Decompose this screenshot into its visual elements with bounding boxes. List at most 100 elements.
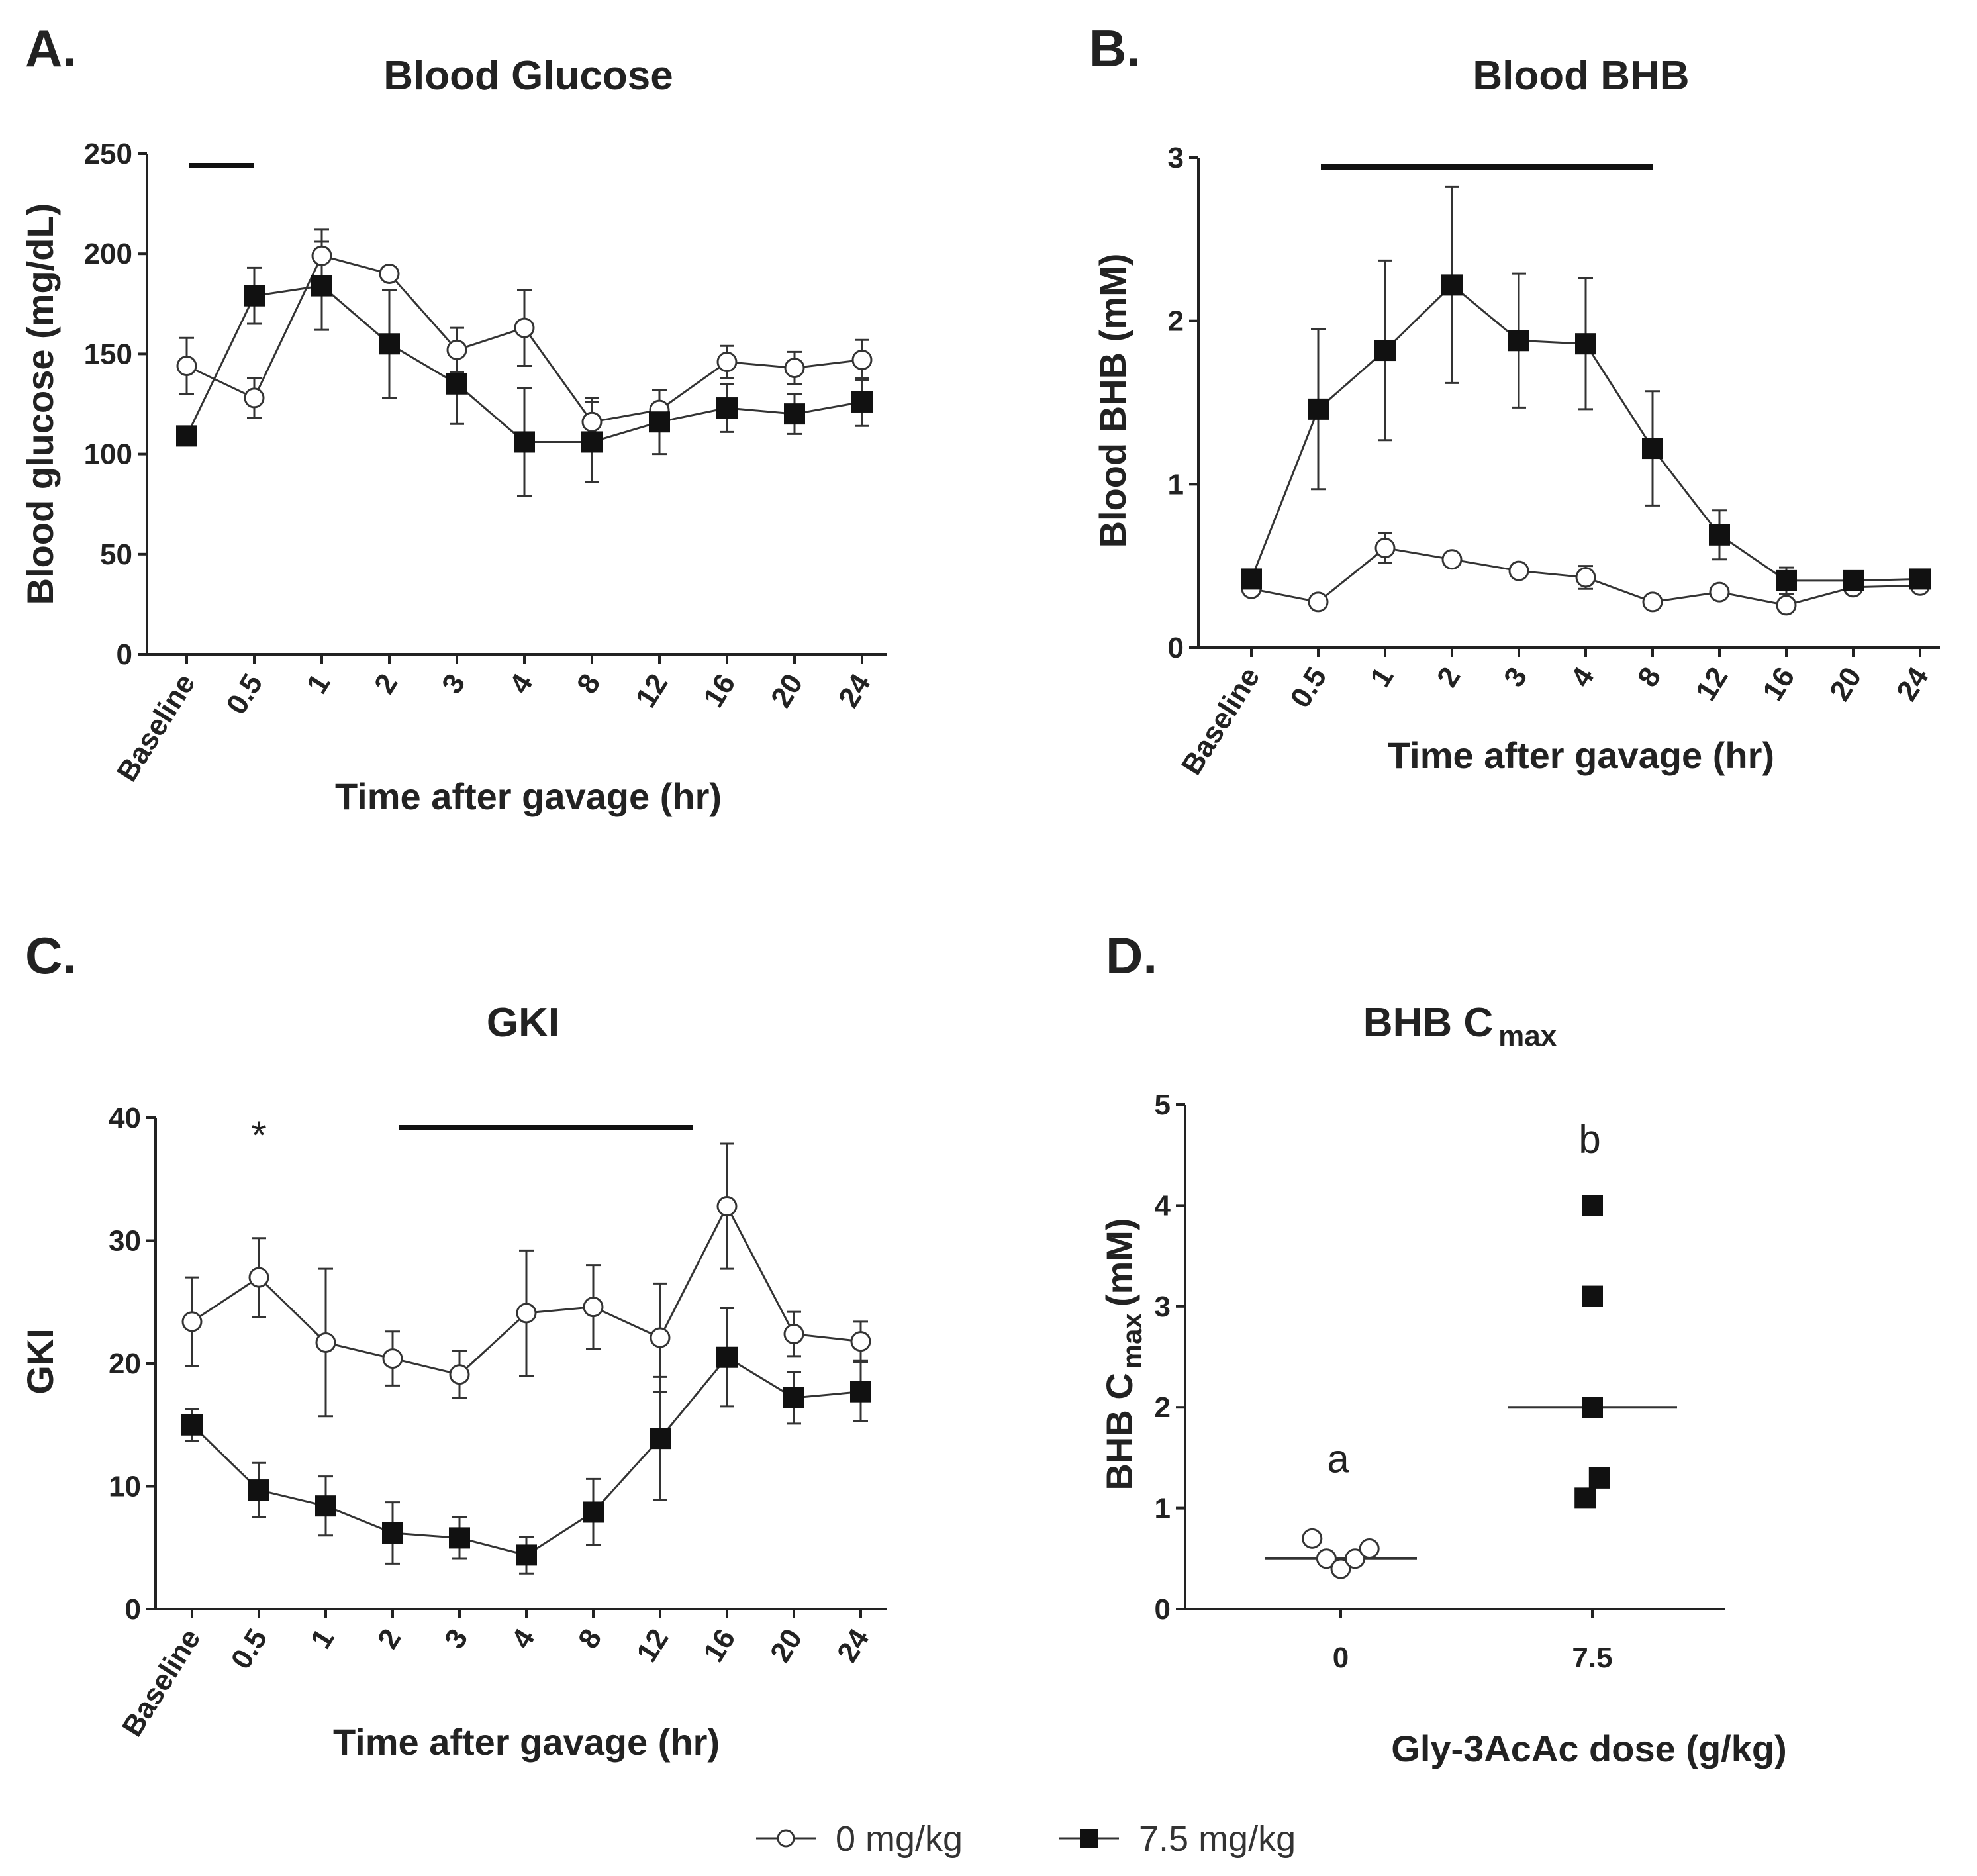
data-point [1588, 1467, 1610, 1489]
x-axis-label: Time after gavage (hr) [333, 1721, 720, 1763]
data-point [581, 411, 603, 432]
x-tick-label: 1 [305, 1623, 341, 1654]
data-point [1345, 1548, 1366, 1569]
data-point [176, 425, 197, 447]
x-tick-label: 20 [1823, 662, 1868, 706]
y-tick-label: 10 [109, 1471, 141, 1503]
data-point [1441, 274, 1463, 296]
x-tick-label: 0.5 [220, 668, 269, 720]
data-point [1776, 595, 1797, 616]
data-point [446, 373, 467, 395]
y-axis-label-subscript: max [1116, 1313, 1147, 1369]
x-tick-label: 0.5 [225, 1623, 274, 1675]
data-point [516, 1544, 537, 1566]
panel-c: C. GKI Time after gavage (hr) GKI 0 10 20 3… [19, 926, 887, 1763]
data-point [1316, 1548, 1337, 1569]
x-tick-label: 2 [1431, 662, 1467, 693]
data-point [181, 1414, 203, 1436]
data-point [1575, 567, 1596, 588]
data-point [783, 1387, 804, 1408]
data-point [244, 387, 265, 409]
x-tick-label: 8 [571, 668, 607, 699]
y-axis-label-main: BHB C [1098, 1373, 1140, 1490]
y-axis-label: Blood BHB (mM) [1092, 254, 1133, 548]
chart-title: Blood BHB [1472, 53, 1689, 99]
data-point [311, 275, 332, 297]
data-point [1709, 524, 1730, 546]
data-point [379, 263, 400, 284]
y-axis-label: GKI [19, 1328, 61, 1395]
panel-letter: D. [1106, 926, 1157, 985]
data-point [851, 349, 873, 370]
x-tick-label: Baseline [116, 1623, 207, 1742]
x-tick-label: 24 [832, 668, 877, 713]
data-point [248, 1479, 269, 1501]
y-tick-label: 2 [1168, 305, 1184, 338]
panel-a: A. Blood Glucose Time after gavage (hr) … [19, 19, 887, 817]
y-tick-label: 3 [1168, 142, 1184, 174]
data-point [1441, 549, 1463, 570]
data-point [649, 411, 670, 433]
chart-title-main: BHB C [1363, 1000, 1493, 1046]
x-tick-label: 3 [1498, 662, 1534, 693]
data-point [449, 1364, 470, 1385]
group-letter: a [1327, 1436, 1349, 1481]
x-tick-label: 8 [572, 1623, 608, 1654]
data-point [181, 1311, 203, 1332]
x-axis-label: Gly-3AcAc dose (g/kg) [1391, 1728, 1786, 1769]
x-tick-label: 0.5 [1284, 662, 1333, 713]
group-letter: b [1578, 1116, 1600, 1161]
data-point [1302, 1528, 1323, 1549]
data-point [1582, 1397, 1603, 1418]
x-tick-label: 20 [765, 668, 809, 713]
y-tick-label: 100 [84, 438, 132, 471]
y-tick-label: 30 [109, 1225, 141, 1258]
legend-label-0: 0 mg/kg [836, 1819, 963, 1859]
data-point [716, 397, 738, 419]
data-point [1843, 569, 1864, 591]
data-point [583, 1297, 604, 1318]
x-tick-label: 1 [1364, 662, 1400, 693]
x-tick-label: 7.5 [1572, 1642, 1612, 1674]
data-point [1909, 568, 1931, 590]
y-tick-label: 1 [1155, 1493, 1171, 1525]
data-point [514, 431, 535, 453]
data-point [581, 431, 603, 453]
data-point [1574, 1487, 1596, 1509]
data-point [850, 1381, 871, 1403]
data-point [244, 285, 265, 307]
data-point [1359, 1538, 1380, 1559]
y-tick-label: 0 [1155, 1593, 1171, 1626]
data-point [516, 1303, 537, 1324]
significance-star: * [251, 1113, 266, 1158]
x-tick-label: 24 [831, 1623, 876, 1668]
y-tick-label: 2 [1155, 1391, 1171, 1424]
data-point [716, 351, 738, 372]
data-point [850, 1331, 871, 1352]
y-tick-label: 50 [100, 538, 132, 571]
x-tick-label: 12 [1690, 662, 1734, 706]
data-point [650, 1327, 671, 1348]
data-point [315, 1332, 336, 1353]
y-tick-label: 4 [1155, 1189, 1171, 1222]
x-tick-label: 4 [503, 668, 540, 699]
data-point [1241, 568, 1262, 590]
data-point [1374, 340, 1396, 362]
y-tick-label: 40 [109, 1102, 141, 1134]
y-axis-label: Blood glucose (mg/dL) [19, 203, 61, 605]
chart-title-subscript: max [1498, 1020, 1557, 1052]
data-point [311, 245, 332, 266]
x-tick-label: Baseline [1175, 662, 1266, 780]
legend: 0 mg/kg 7.5 mg/kg [756, 1819, 1296, 1859]
y-tick-label: 0 [125, 1593, 141, 1626]
y-tick-label: 200 [84, 238, 132, 270]
data-point [783, 1323, 804, 1344]
legend-label-1: 7.5 mg/kg [1139, 1819, 1296, 1859]
data-point [1508, 330, 1529, 352]
x-tick-label: 1 [301, 668, 337, 699]
series-line [191, 1356, 861, 1556]
y-tick-label: 3 [1155, 1291, 1171, 1323]
panel-letter: C. [25, 926, 77, 985]
